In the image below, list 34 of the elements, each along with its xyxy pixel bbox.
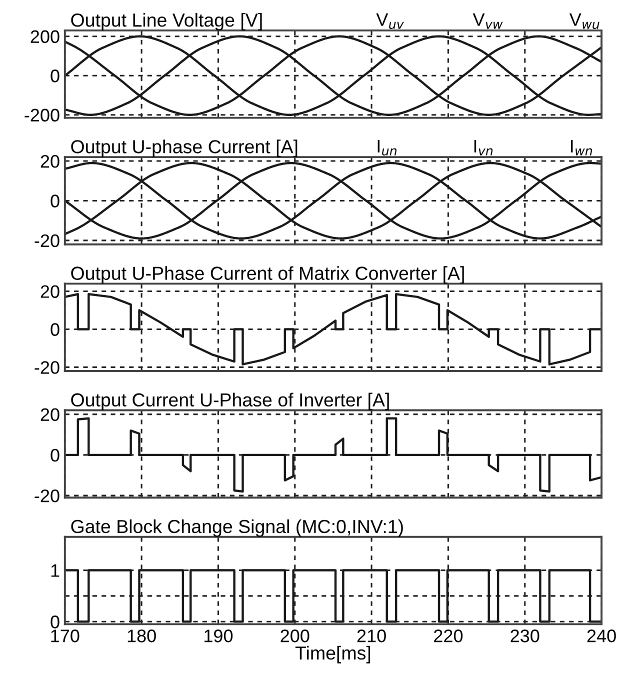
series-label: V$_{vw}$ [472, 13, 503, 29]
y-tick-label: 200 [30, 30, 60, 44]
x-tick-label: 220 [434, 630, 463, 642]
y-tick-label: -20 [34, 234, 60, 248]
y-tick-label: 0 [50, 194, 60, 208]
y-tick-label: 0 [50, 448, 60, 462]
y-tick-label: -20 [34, 490, 60, 502]
series-label: V$_{uv}$ [376, 13, 404, 29]
y-tick-label: -20 [34, 361, 60, 374]
y-tick-label: 20 [40, 154, 60, 168]
y-tick-label: 20 [40, 285, 60, 298]
x-tick-label: 190 [204, 630, 233, 642]
x-tick-label: 230 [510, 630, 540, 642]
series-label: I$_{wn}$ [571, 140, 592, 156]
x-tick-label: 170 [51, 630, 80, 642]
chart-title: Output U-phase Current [A] [71, 140, 298, 158]
y-tick-label: 0 [50, 70, 60, 82]
y-tick-label: 1 [51, 564, 60, 577]
series-label: V$_{wu}$ [569, 13, 600, 29]
series-label: I$_{vn}$ [474, 140, 493, 156]
x-tick-label: 240 [587, 630, 616, 642]
y-tick-label: 0 [50, 323, 60, 336]
chart-title: Output U-Phase Current of Matrix Converter [A] [71, 266, 464, 284]
x-axis-title: Time[ms] [295, 646, 370, 664]
y-tick-label: 0 [50, 616, 60, 628]
series-label: I$_{un}$ [378, 140, 396, 156]
x-tick-label: 210 [357, 630, 386, 642]
x-tick-label: 200 [280, 630, 310, 642]
chart-title: Output Line Voltage [V] [71, 12, 262, 30]
chart-title: Output Current U-Phase of Inverter [A] [71, 392, 389, 410]
x-tick-label: 180 [128, 630, 156, 642]
y-tick-label: 20 [40, 408, 60, 422]
chart-title: Gate Block Change Signal (MC:0,INV:1) [71, 519, 403, 537]
y-tick-label: -200 [24, 108, 60, 122]
